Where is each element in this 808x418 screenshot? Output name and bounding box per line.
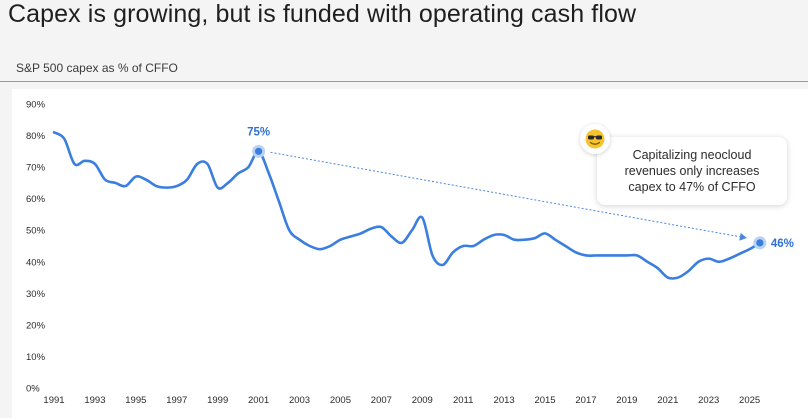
y-tick-label: 60% [26, 194, 46, 205]
x-tick-label: 2005 [330, 395, 351, 406]
callout-text: Capitalizing neocloud revenues only incr… [624, 148, 760, 194]
sunglasses-emoji-icon [580, 124, 610, 154]
x-tick-label: 2025 [739, 395, 760, 406]
y-tick-label: 0% [26, 384, 40, 395]
data-label: 75% [247, 126, 270, 138]
y-tick-label: 80% [26, 131, 46, 142]
highlight-point [756, 239, 764, 247]
x-tick-label: 1991 [43, 395, 64, 406]
x-tick-label: 2021 [657, 395, 678, 406]
highlight-point [254, 147, 263, 155]
x-tick-label: 2015 [534, 395, 555, 406]
x-tick-label: 1997 [166, 395, 187, 406]
x-tick-label: 1995 [125, 395, 146, 406]
x-tick-label: 2017 [575, 395, 596, 406]
x-tick-label: 1993 [84, 395, 105, 406]
divider [0, 81, 808, 82]
y-tick-label: 70% [26, 163, 46, 174]
x-tick-label: 2011 [453, 395, 473, 406]
data-label: 46% [771, 238, 794, 250]
x-tick-label: 2009 [412, 395, 433, 406]
y-tick-label: 30% [26, 289, 46, 300]
y-tick-label: 40% [26, 257, 46, 268]
x-tick-label: 2013 [494, 395, 515, 406]
y-tick-label: 10% [26, 352, 46, 363]
callout-box: Capitalizing neocloud revenues only incr… [597, 137, 787, 205]
chart-subtitle: S&P 500 capex as % of CFFO [16, 61, 178, 75]
y-tick-label: 50% [26, 226, 46, 237]
x-tick-label: 2023 [698, 395, 719, 406]
trend-arrow [270, 151, 747, 241]
x-tick-label: 2003 [289, 395, 310, 406]
y-tick-label: 90% [26, 100, 46, 111]
page-title: Capex is growing, but is funded with ope… [8, 0, 637, 28]
x-tick-label: 1999 [207, 395, 228, 406]
x-tick-label: 2007 [371, 395, 392, 406]
x-tick-label: 2001 [248, 395, 269, 406]
series-line [52, 131, 762, 280]
x-tick-label: 2019 [616, 395, 637, 406]
y-tick-label: 20% [26, 320, 46, 331]
